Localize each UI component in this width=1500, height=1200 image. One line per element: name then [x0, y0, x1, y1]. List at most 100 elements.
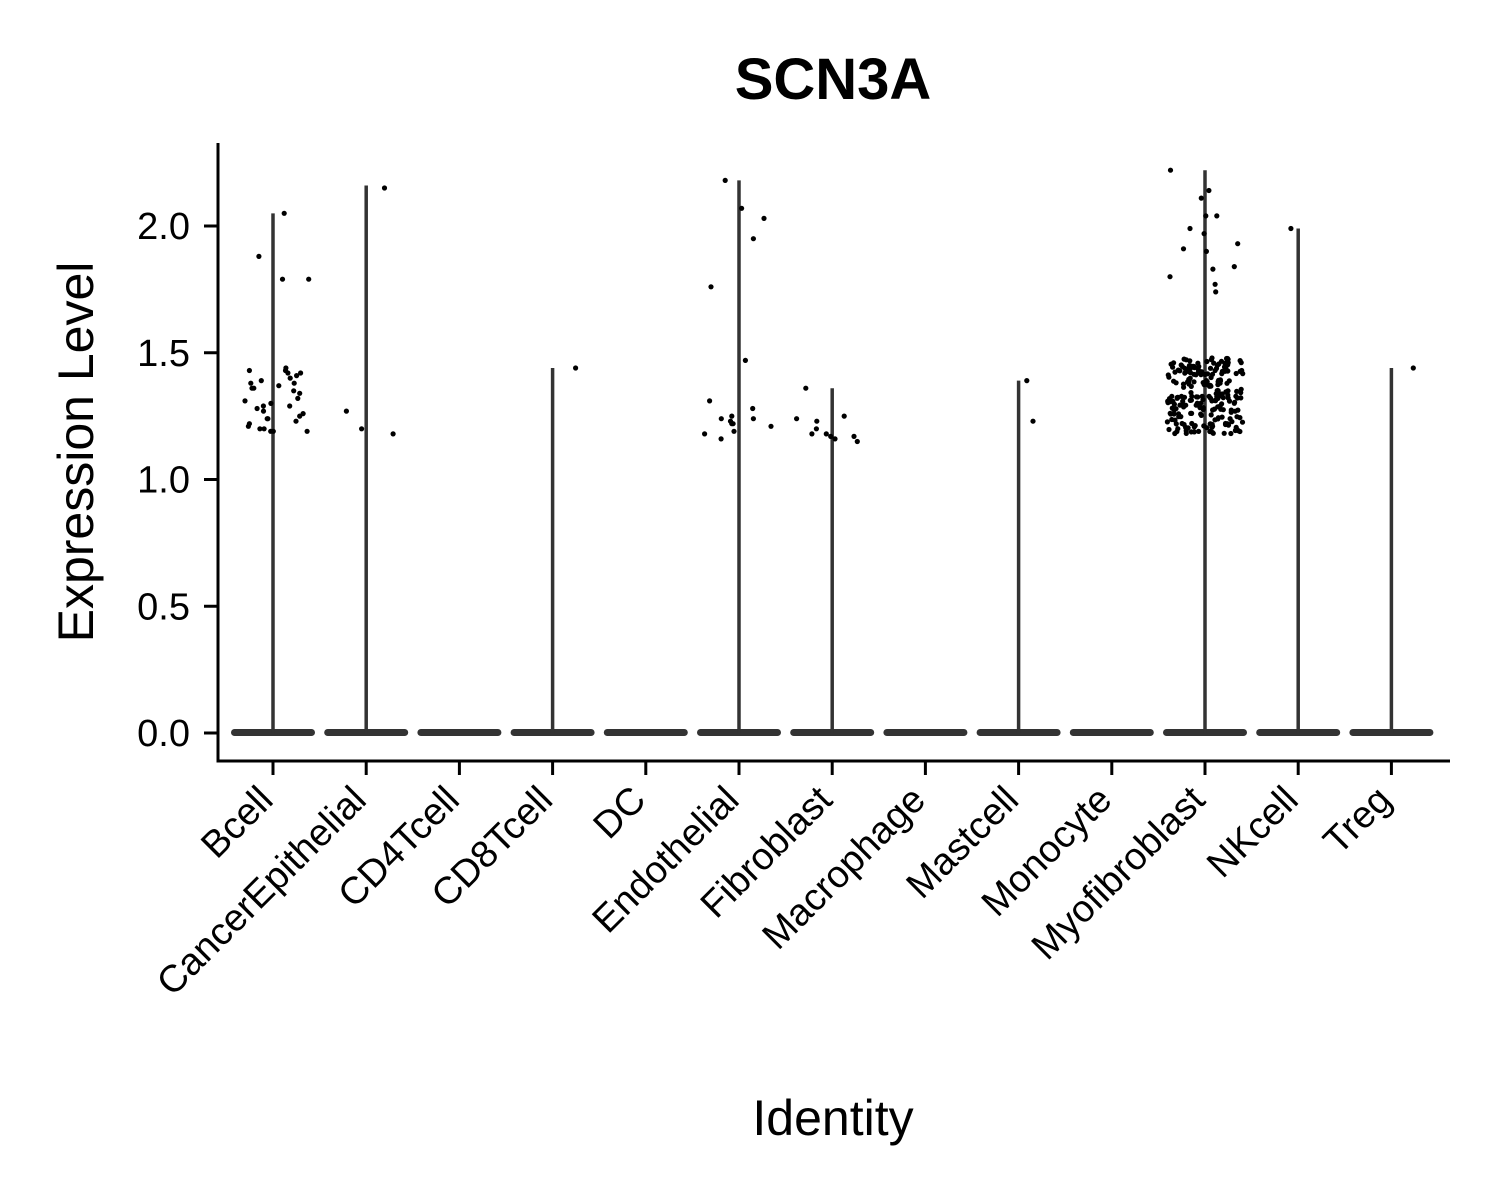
data-point-fibroblast [854, 438, 860, 445]
data-point-myofibroblast [1187, 397, 1193, 403]
data-point-bcell [306, 276, 312, 282]
data-point-fibroblast [841, 413, 847, 419]
data-point-cancerepithelial [343, 408, 349, 414]
data-point-myofibroblast [1204, 358, 1210, 365]
data-point-myofibroblast [1224, 380, 1230, 386]
chart-title: SCN3A [735, 47, 932, 112]
data-point-myofibroblast [1186, 365, 1192, 371]
violin-base-macrophage [883, 729, 968, 736]
data-point-myofibroblast [1229, 419, 1235, 425]
data-point-bcell [256, 253, 262, 259]
data-point-myofibroblast [1221, 430, 1227, 436]
data-point-myofibroblast [1187, 358, 1193, 364]
x-tick-label: NKcell [1199, 779, 1306, 886]
data-point-myofibroblast [1228, 430, 1234, 437]
data-point-myofibroblast [1188, 390, 1194, 396]
data-point-myofibroblast [1191, 365, 1198, 371]
data-point-myofibroblast [1235, 241, 1241, 247]
data-point-myofibroblast [1188, 383, 1194, 389]
data-point-fibroblast [813, 426, 820, 432]
data-point-endothelial [708, 284, 714, 290]
data-point-bcell [281, 210, 287, 216]
data-point-myofibroblast [1208, 357, 1214, 363]
data-point-myofibroblast [1172, 369, 1178, 375]
data-point-fibroblast [828, 433, 834, 439]
data-point-myofibroblast [1198, 372, 1204, 378]
data-point-bcell [285, 370, 291, 376]
data-point-bcell [254, 405, 260, 412]
data-point-mastcell [1030, 418, 1036, 424]
data-point-bcell [297, 390, 303, 396]
data-point-myofibroblast [1204, 425, 1210, 431]
data-point-endothelial [750, 236, 757, 242]
data-point-endothelial [702, 431, 708, 437]
data-point-fibroblast [794, 416, 800, 422]
data-point-myofibroblast [1189, 420, 1195, 427]
data-point-bcell [295, 395, 301, 401]
data-point-myofibroblast [1200, 405, 1206, 411]
data-point-myofibroblast [1203, 248, 1209, 254]
data-point-myofibroblast [1224, 421, 1230, 427]
x-axis-label: Identity [752, 1090, 913, 1146]
data-point-myofibroblast [1237, 368, 1243, 374]
data-point-bcell [245, 423, 251, 429]
data-point-bcell [297, 413, 303, 419]
data-point-endothelial [718, 416, 724, 422]
data-point-fibroblast [851, 433, 857, 439]
data-point-myofibroblast [1212, 417, 1218, 423]
data-point-myofibroblast [1235, 428, 1242, 434]
data-point-myofibroblast [1178, 414, 1184, 420]
data-point-bcell [261, 426, 267, 432]
data-point-fibroblast [823, 431, 829, 437]
y-ticks: 0.0 0.5 1.0 1.5 2.0 [137, 206, 218, 755]
violin-base-dc [603, 729, 688, 736]
data-point-endothelial [731, 428, 737, 434]
data-point-myofibroblast [1179, 420, 1185, 427]
data-point-myofibroblast [1174, 395, 1180, 401]
data-point-myofibroblast [1193, 402, 1199, 408]
data-point-myofibroblast [1220, 395, 1226, 401]
data-point-myofibroblast [1180, 398, 1186, 404]
data-point-bcell [268, 400, 274, 406]
data-point-bcell [291, 388, 297, 394]
data-point-myofibroblast [1185, 425, 1191, 431]
data-point-endothelial [742, 357, 749, 363]
x-tick-label: Bcell [193, 779, 281, 867]
data-point-endothelial [718, 436, 724, 442]
data-point-myofibroblast [1225, 388, 1231, 394]
data-point-myofibroblast [1231, 264, 1237, 270]
data-point-myofibroblast [1170, 398, 1176, 404]
data-point-endothelial [739, 205, 745, 211]
data-point-myofibroblast [1222, 360, 1228, 366]
data-point-endothelial [750, 416, 757, 422]
data-point-bcell [249, 385, 255, 391]
data-point-bcell [293, 418, 299, 424]
data-point-myofibroblast [1228, 407, 1234, 413]
data-point-myofibroblast [1239, 419, 1246, 425]
data-point-bcell [248, 380, 254, 386]
data-point-myofibroblast [1182, 370, 1188, 376]
data-point-myofibroblast [1169, 405, 1175, 411]
data-point-myofibroblast [1170, 364, 1176, 370]
data-point-fibroblast [803, 385, 809, 391]
violin-base-monocyte [1069, 729, 1154, 736]
data-point-myofibroblast [1233, 393, 1239, 399]
data-point-mastcell [1024, 378, 1030, 384]
data-point-bcell [276, 383, 282, 389]
data-point-myofibroblast [1196, 363, 1202, 370]
data-point-bcell [268, 428, 274, 434]
data-point-myofibroblast [1186, 377, 1192, 383]
data-point-bcell [279, 276, 286, 282]
data-point-myofibroblast [1188, 410, 1194, 416]
data-point-myofibroblast [1178, 362, 1184, 368]
data-point-myofibroblast [1206, 393, 1212, 399]
data-point-myofibroblast [1234, 388, 1240, 394]
data-point-myofibroblast [1207, 421, 1213, 427]
data-point-bcell [294, 373, 300, 379]
data-point-endothelial [729, 413, 735, 419]
data-point-myofibroblast [1237, 358, 1243, 364]
data-point-myofibroblast [1180, 246, 1187, 252]
data-point-myofibroblast [1169, 416, 1175, 423]
data-point-bcell [304, 428, 310, 434]
data-point-myofibroblast [1198, 195, 1204, 201]
